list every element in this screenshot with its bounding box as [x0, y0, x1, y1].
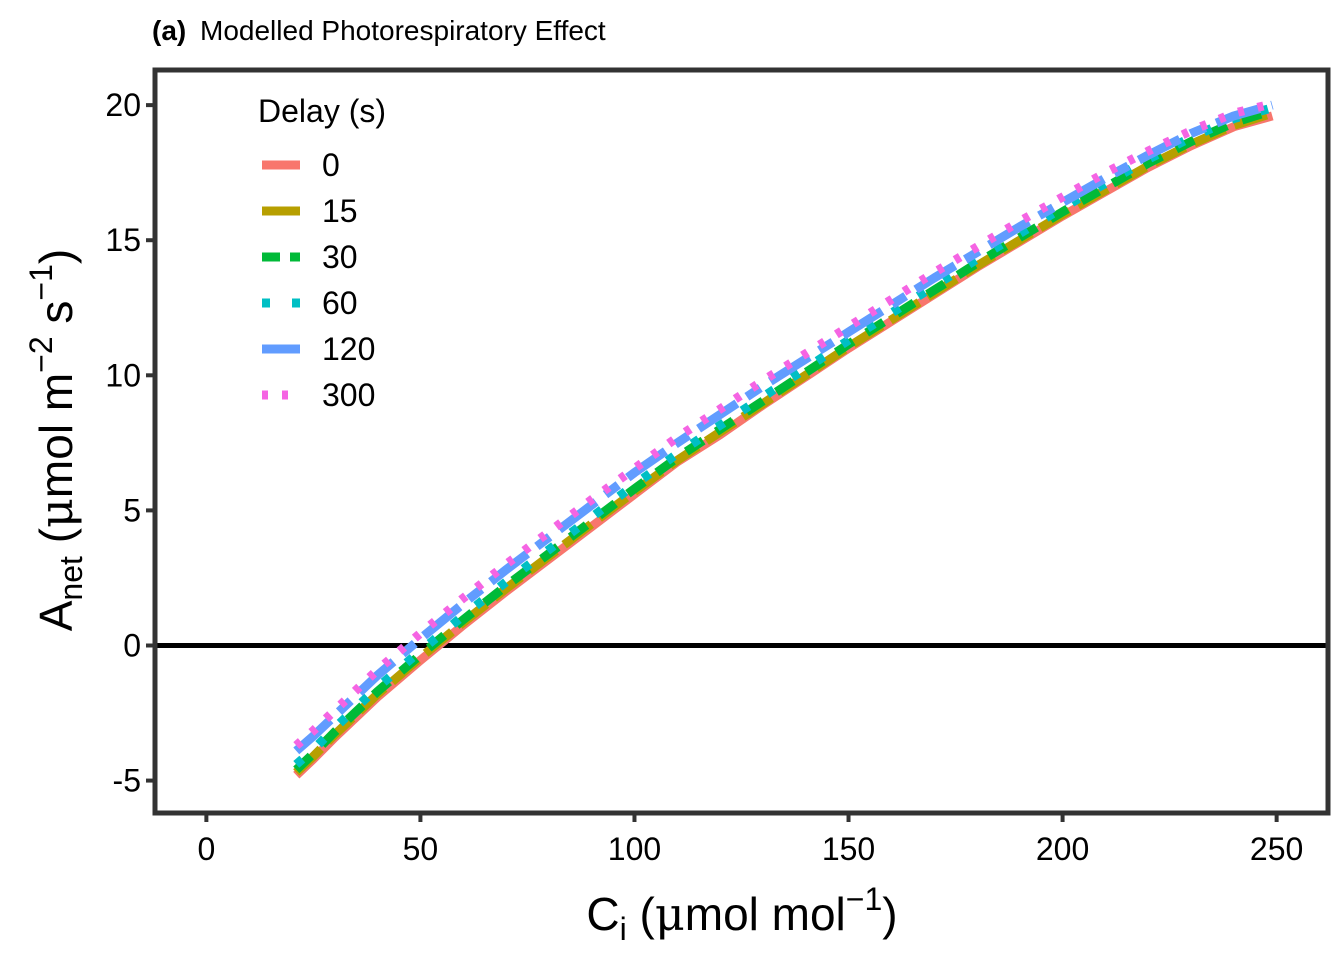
y-tick-label-0: 0 — [123, 627, 141, 663]
legend-label-0: 0 — [322, 147, 340, 183]
legend-label-300: 300 — [322, 377, 375, 413]
plot-frame — [152, 67, 1331, 816]
plot-background — [155, 70, 1328, 813]
legend-title: Delay (s) — [258, 93, 386, 129]
y-tick-label--5: -5 — [113, 763, 141, 799]
series-line-30 — [293, 106, 1274, 774]
y-axis-label: Anet (μmol m−2 s−1) — [23, 249, 89, 632]
y-tick-label-20: 20 — [105, 87, 141, 123]
plot-area — [152, 67, 1331, 816]
y-tick-label-10: 10 — [105, 357, 141, 393]
x-tick-label-0: 0 — [197, 831, 215, 867]
x-axis: 0 50 100 150 200 250 — [197, 813, 1303, 867]
series-layer — [293, 99, 1274, 779]
x-axis-label: Ci (μmol mol−1) — [586, 881, 897, 947]
legend-label-30: 30 — [322, 239, 358, 275]
y-tick-label-15: 15 — [105, 222, 141, 258]
legend-label-15: 15 — [322, 193, 358, 229]
title-tag: (a) — [152, 15, 186, 46]
title-text: Modelled Photorespiratory Effect — [200, 15, 606, 46]
legend-label-60: 60 — [322, 285, 358, 321]
x-tick-label-100: 100 — [608, 831, 661, 867]
y-tick-label-5: 5 — [123, 492, 141, 528]
chart-title: (a) Modelled Photorespiratory Effect — [152, 15, 606, 46]
x-tick-label-200: 200 — [1036, 831, 1089, 867]
x-tick-label-250: 250 — [1250, 831, 1303, 867]
legend-label-120: 120 — [322, 331, 375, 367]
x-tick-label-50: 50 — [403, 831, 439, 867]
y-axis: -5 0 5 10 15 20 — [105, 87, 155, 799]
legend: Delay (s) 0 15 30 60 120 300 — [258, 93, 386, 413]
x-tick-label-150: 150 — [822, 831, 875, 867]
